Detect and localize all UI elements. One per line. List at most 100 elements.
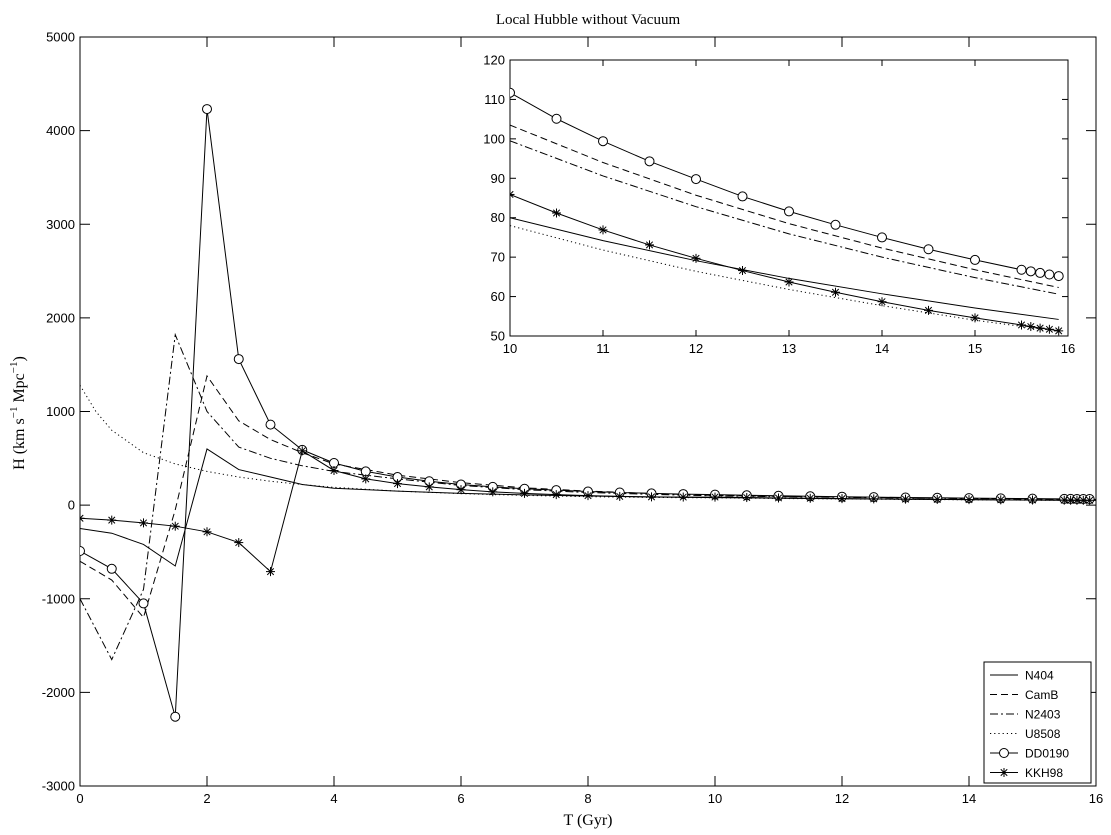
star-stroke [785, 278, 793, 286]
x-axis-title: T (Gyr) [563, 812, 612, 829]
data-point-star [996, 495, 1006, 505]
star-stroke [457, 486, 465, 494]
data-point-circle [644, 156, 655, 167]
star-stroke [870, 495, 878, 503]
data-point-circle [106, 563, 117, 574]
star-stroke [971, 314, 979, 322]
data-point-star [139, 518, 148, 528]
inset-y-tick-label: 90 [491, 171, 505, 186]
inset-y-tick-label: 50 [491, 329, 505, 344]
data-point-star [869, 494, 879, 504]
data-point-star [691, 253, 701, 263]
star-stroke [266, 568, 275, 576]
data-point-star [598, 225, 608, 235]
star-stroke [1073, 496, 1081, 504]
legend: N404 CamB N2403 U8508 DD0190 KKH98 [983, 661, 1092, 784]
data-point-circle [970, 254, 980, 265]
star-stroke [235, 538, 243, 547]
data-point-star [266, 567, 275, 577]
data-point-circle [1016, 264, 1027, 275]
data-point-star [520, 488, 529, 498]
main-x-tick-label: 0 [76, 791, 83, 806]
data-point-star [510, 189, 515, 199]
star-stroke [1017, 321, 1026, 329]
star-stroke [1028, 496, 1037, 504]
data-point-star [742, 493, 752, 503]
data-point-star [393, 479, 402, 489]
star-stroke [901, 495, 910, 503]
main-y-tick-label: -1000 [42, 591, 75, 606]
star-stroke [584, 492, 592, 500]
data-point-star [774, 493, 783, 503]
data-point-circle [737, 191, 748, 202]
main-x-tick-label: 16 [1089, 791, 1103, 806]
legend-item-kkh98: KKH98 [990, 766, 1063, 780]
data-point-star [1054, 326, 1064, 336]
star-stroke [774, 494, 783, 502]
data-point-circle [1044, 269, 1055, 280]
y-axis-title: H (km s−1 Mpc−1) [8, 356, 28, 470]
main-x-tick-label: 8 [584, 791, 591, 806]
star-stroke [330, 466, 338, 475]
star-stroke [1079, 496, 1087, 504]
data-point-star [456, 485, 466, 495]
star-stroke [997, 496, 1005, 504]
data-point-circle [170, 711, 181, 722]
star-stroke [679, 493, 687, 501]
y-axis-title-part: ) [11, 356, 28, 361]
star-stroke [1045, 325, 1053, 333]
series-kkh98 [80, 446, 1095, 577]
legend-label: U8508 [1025, 727, 1061, 741]
main-x-tick-label: 14 [962, 791, 976, 806]
series-camb [510, 124, 1059, 288]
data-point-star [551, 490, 561, 500]
data-point-star [932, 494, 942, 504]
data-point-star [170, 521, 180, 531]
legend-item-camb: CamB [990, 688, 1058, 702]
data-point-star [678, 492, 688, 502]
main-y-tick-label: 0 [68, 498, 75, 513]
inset-y-tick-label: 110 [484, 92, 505, 107]
inset-y-tick-label: 60 [491, 289, 505, 304]
star-stroke [1067, 496, 1075, 504]
star-stroke [1000, 768, 1008, 777]
star-stroke [108, 516, 116, 524]
series-line-camb [510, 124, 1059, 288]
series-line-dd0190 [80, 109, 1090, 717]
star-stroke [510, 190, 514, 196]
data-point-star [924, 305, 933, 315]
y-axis-title-superscript: −1 [8, 407, 20, 419]
data-point-circle [999, 748, 1009, 758]
series-kkh98 [510, 189, 1064, 336]
data-point-circle [598, 136, 608, 147]
data-point-star [107, 515, 117, 525]
star-stroke [838, 495, 846, 503]
series-n2403 [510, 140, 1059, 295]
data-point-star [1017, 320, 1026, 330]
y-axis-title-part: H (km s [11, 418, 28, 470]
data-point-star [1085, 495, 1095, 505]
inset-x-tick-label: 12 [689, 341, 703, 356]
star-stroke [203, 528, 211, 536]
data-point-circle [80, 546, 85, 556]
data-point-star [877, 297, 887, 307]
data-point-circle [691, 174, 701, 185]
star-stroke [80, 517, 84, 522]
data-point-star [583, 491, 593, 501]
star-stroke [139, 519, 148, 527]
y-axis-title-superscript: −1 [8, 362, 20, 374]
data-point-circle [830, 219, 841, 230]
data-point-circle [551, 113, 562, 124]
data-point-star [488, 487, 498, 497]
inset-x-tick-label: 15 [968, 341, 982, 356]
data-point-circle [1025, 266, 1036, 277]
data-point-circle [1053, 271, 1064, 282]
main-y-tick-label: -3000 [42, 779, 75, 794]
star-stroke [362, 475, 370, 483]
star-stroke [425, 483, 433, 491]
data-point-star [80, 513, 85, 523]
main-x-tick-label: 10 [708, 791, 722, 806]
main-y-tick-label: 3000 [46, 217, 75, 232]
series-line-kkh98 [80, 450, 1090, 573]
